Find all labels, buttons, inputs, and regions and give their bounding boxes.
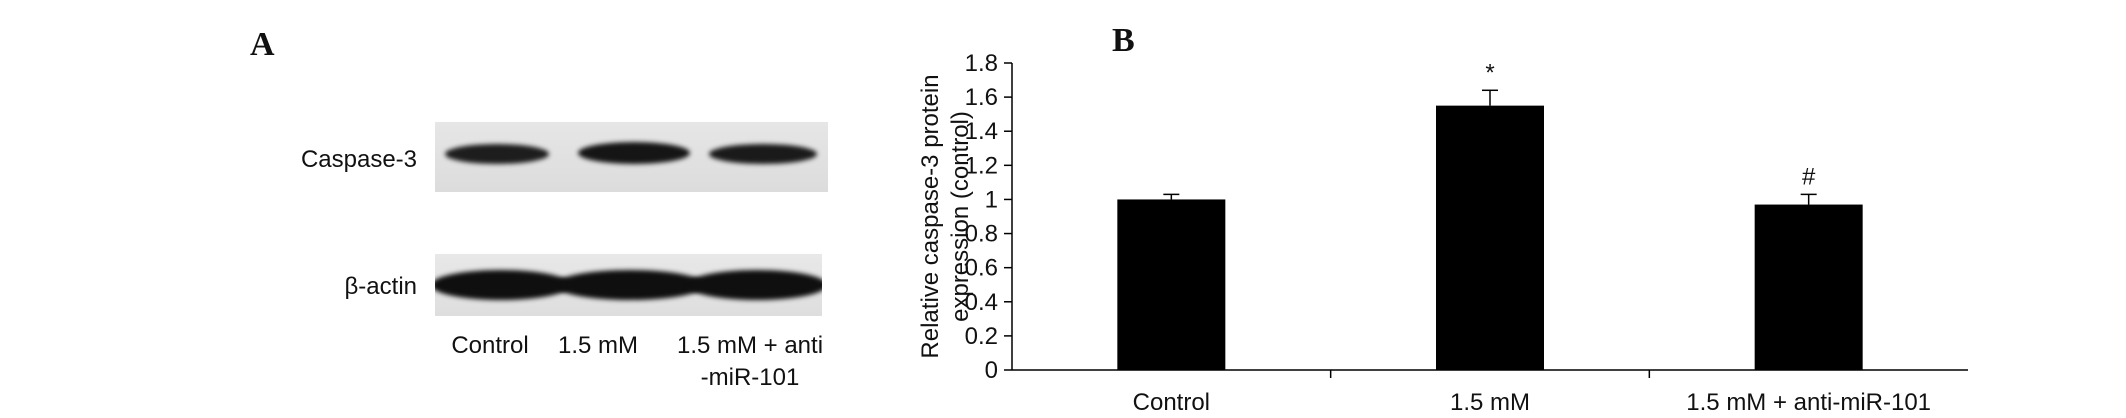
lane-label-anti-mir101: 1.5 mM + anti -miR-101: [660, 330, 840, 394]
bar: [1117, 199, 1226, 370]
blot-band: [709, 144, 817, 164]
y-tick-label: 0: [985, 357, 998, 384]
bar: [1436, 105, 1544, 370]
lane-label-control: Control: [440, 330, 540, 362]
y-axis-title: Relative caspase-3 protein expression (co…: [917, 74, 974, 358]
y-tick-label: 1.2: [965, 152, 998, 179]
blot-band: [435, 270, 571, 300]
lane-label-1-5mm: 1.5 mM: [548, 330, 648, 362]
western-blot-beta-actin-strip: [435, 254, 822, 316]
y-tick-label: 1.8: [965, 50, 998, 77]
panel-b-label: B: [1112, 22, 1135, 59]
y-axis-title-line: expression (control): [947, 111, 974, 322]
y-tick-label: 0.6: [965, 255, 998, 282]
lane-label-line: -miR-101: [700, 364, 800, 391]
lane-label-line: 1.5 mM + anti: [676, 332, 824, 359]
y-axis-title-line: Relative caspase-3 protein: [917, 74, 944, 358]
blot-band: [578, 142, 690, 164]
blot-band: [555, 270, 705, 300]
blot-band: [445, 144, 549, 164]
x-category-label: 1.5 mM: [1450, 389, 1530, 416]
y-tick-label: 1.6: [965, 84, 998, 111]
lane-label-line: Control: [451, 332, 529, 359]
y-tick-label: 1: [985, 186, 998, 213]
significance-marker: #: [1802, 163, 1816, 190]
x-category-label: 1.5 mM + anti-miR-101: [1686, 389, 1931, 416]
bar: [1754, 204, 1863, 370]
blot-band: [687, 270, 822, 300]
significance-marker: *: [1485, 59, 1494, 86]
blot-row-label-caspase3: Caspase-3: [300, 146, 417, 173]
western-blot-caspase3-strip: [435, 122, 828, 192]
y-tick-label: 1.4: [965, 118, 998, 145]
x-category-label: Control: [1133, 389, 1210, 416]
lane-label-line: 1.5 mM: [557, 332, 638, 359]
y-tick-label: 0.8: [965, 221, 998, 248]
panel-a-label: A: [250, 26, 275, 63]
y-tick-label: 0.4: [965, 289, 998, 316]
y-tick-label: 0.2: [965, 323, 998, 350]
blot-row-label-beta-actin: β-actin: [344, 273, 418, 300]
